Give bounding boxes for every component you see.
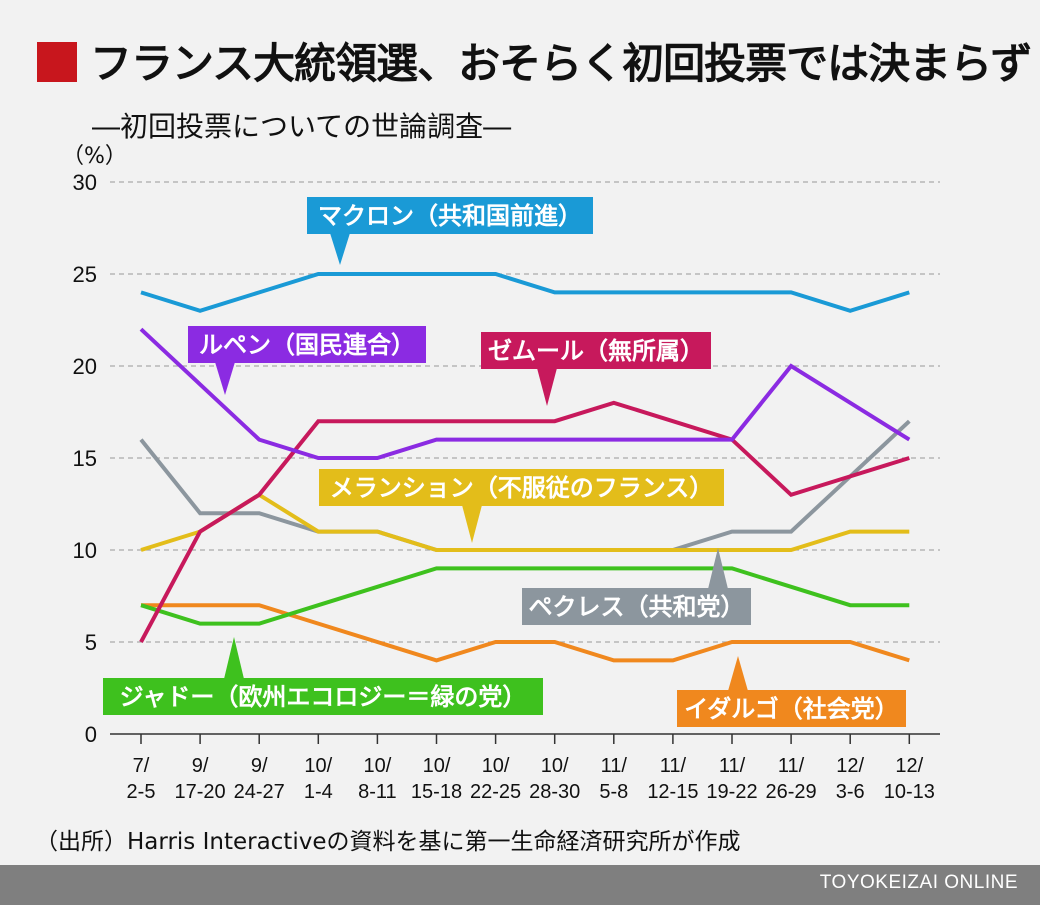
label-pointer bbox=[537, 368, 557, 406]
x-tick-label: 10/ bbox=[482, 755, 510, 777]
x-tick-label: 11/ bbox=[660, 755, 687, 777]
x-tick-label: 9/ bbox=[251, 755, 268, 777]
x-tick-label: 10/ bbox=[304, 755, 332, 777]
x-tick-label: 12/ bbox=[836, 755, 864, 777]
series-line bbox=[141, 603, 910, 663]
series-line bbox=[140, 566, 910, 626]
source-note: （出所）Harris Interactiveの資料を基に第一生命経済研究所が作成 bbox=[35, 829, 741, 855]
label-text: ゼムール（無所属） bbox=[488, 337, 704, 365]
x-tick-label: 10/ bbox=[363, 755, 391, 777]
x-tick-label: 12/ bbox=[895, 755, 923, 777]
chart-subtitle: ―初回投票についての世論調査― bbox=[92, 110, 512, 143]
x-tick-label: 2-5 bbox=[127, 781, 156, 803]
chart-title: フランス大統領選、おそらく初回投票では決まらず bbox=[90, 39, 1032, 88]
x-tick-label: 12-15 bbox=[647, 781, 698, 803]
label-box bbox=[522, 588, 751, 625]
x-tick-label: 28-30 bbox=[529, 781, 580, 803]
label-text: メランション（不服従のフランス） bbox=[330, 474, 714, 502]
y-tick-label: 30 bbox=[73, 170, 97, 195]
x-tick-label: 7/ bbox=[133, 755, 150, 777]
y-tick-label: 5 bbox=[85, 630, 97, 655]
x-tick-label: 10-13 bbox=[884, 781, 935, 803]
y-tick-label: 15 bbox=[73, 446, 97, 471]
x-tick-label: 26-29 bbox=[766, 781, 817, 803]
y-tick-label: 25 bbox=[73, 262, 97, 287]
label-text: ルペン（国民連合） bbox=[199, 331, 415, 359]
x-tick-label: 11/ bbox=[601, 755, 628, 777]
y-tick-label: 10 bbox=[73, 538, 97, 563]
label-text: ジャドー（欧州エコロジー＝緑の党） bbox=[120, 683, 527, 711]
label-text: ペクレス（共和党） bbox=[529, 593, 745, 621]
label-pointer bbox=[224, 637, 244, 679]
label-pointer bbox=[728, 656, 748, 691]
line-chart: 0 5 10 15 20 25 30 7/2-5 9/17-20 9/24-27 10/1-4 10/… bbox=[73, 170, 940, 803]
label-box bbox=[319, 469, 724, 506]
x-tick-label: 11/ bbox=[778, 755, 805, 777]
series-label-7: イダルゴ（社会党） bbox=[677, 656, 906, 727]
x-tick-label: 24-27 bbox=[234, 781, 285, 803]
brand-label: TOYOKEIZAI ONLINE bbox=[819, 872, 1018, 893]
label-text: イダルゴ（社会党） bbox=[684, 695, 899, 723]
x-tick-label: 9/ bbox=[192, 755, 209, 777]
x-tick-label: 11/ bbox=[719, 755, 746, 777]
y-axis-unit: （%） bbox=[62, 144, 127, 169]
label-pointer bbox=[215, 362, 235, 395]
series-label-6: ジャドー（欧州エコロジー＝緑の党） bbox=[103, 637, 543, 715]
label-pointer bbox=[708, 548, 728, 589]
footer-bar: TOYOKEIZAI ONLINE bbox=[0, 865, 1040, 905]
label-pointer bbox=[330, 233, 350, 265]
label-box bbox=[481, 332, 711, 369]
label-text: マクロン（共和国前進） bbox=[318, 202, 582, 230]
series-line bbox=[140, 272, 910, 313]
series-label-2: ルペン（国民連合） bbox=[188, 326, 426, 395]
x-tick-label: 10/ bbox=[541, 755, 569, 777]
y-tick-label: 20 bbox=[73, 354, 97, 379]
series-line bbox=[140, 492, 910, 552]
x-tick-label: 19-22 bbox=[706, 781, 757, 803]
x-tick-label: 3-6 bbox=[836, 781, 865, 803]
series-label-1: マクロン（共和国前進） bbox=[307, 197, 593, 265]
x-tick-label: 22-25 bbox=[470, 781, 521, 803]
series-label-5: ペクレス（共和党） bbox=[522, 548, 751, 625]
series-line bbox=[139, 327, 911, 460]
x-tick-label: 10/ bbox=[423, 755, 451, 777]
x-tick-label: 15-18 bbox=[411, 781, 462, 803]
x-tick-label: 1-4 bbox=[304, 781, 333, 803]
title-marker bbox=[37, 42, 77, 82]
x-tick-label: 5-8 bbox=[599, 781, 628, 803]
y-tick-label: 0 bbox=[85, 722, 97, 747]
title-marker-square bbox=[37, 42, 77, 82]
x-tick-label: 17-20 bbox=[175, 781, 226, 803]
label-box bbox=[103, 678, 543, 715]
label-pointer bbox=[462, 505, 482, 543]
label-box bbox=[677, 690, 906, 727]
x-tick-label: 8-11 bbox=[358, 781, 397, 803]
label-box bbox=[307, 197, 593, 234]
label-box bbox=[188, 326, 426, 363]
series-line bbox=[139, 400, 910, 643]
series-label-4: メランション（不服従のフランス） bbox=[319, 469, 724, 543]
series-label-3: ゼムール（無所属） bbox=[481, 332, 711, 406]
